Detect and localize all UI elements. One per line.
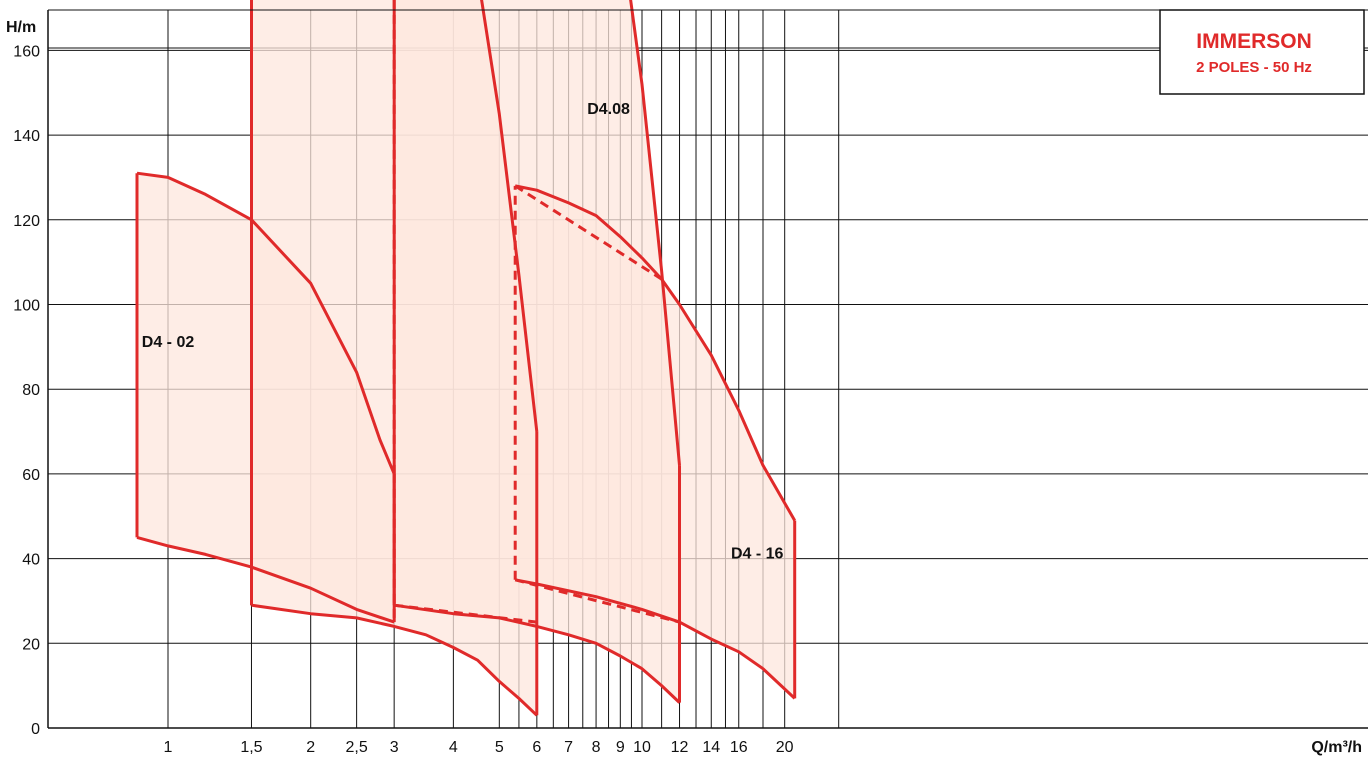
x-tick-label-6: 6 xyxy=(532,739,541,756)
x-tick-label-5: 5 xyxy=(495,739,504,756)
y-tick-label-40: 40 xyxy=(22,552,40,569)
y-tick-label-100: 100 xyxy=(13,298,40,315)
brand-title: IMMERSON xyxy=(1196,30,1312,53)
x-tick-label-8: 8 xyxy=(592,739,601,756)
y-tick-label-160: 160 xyxy=(13,43,40,60)
x-tick-label-2_5: 2,5 xyxy=(345,739,367,756)
series-label-3: D4.08 xyxy=(587,101,630,118)
x-tick-label-3: 3 xyxy=(390,739,399,756)
x-tick-label-9: 9 xyxy=(616,739,625,756)
x-tick-label-4: 4 xyxy=(449,739,458,756)
x-tick-label-14: 14 xyxy=(702,739,720,756)
series-label-1: D4 - 02 xyxy=(142,334,195,351)
x-tick-label-1_5: 1,5 xyxy=(240,739,262,756)
x-axis-title: Q/m³/h xyxy=(1311,739,1362,756)
y-tick-label-20: 20 xyxy=(22,636,40,653)
y-tick-label-80: 80 xyxy=(22,382,40,399)
x-tick-label-12: 12 xyxy=(671,739,689,756)
series-label-4: D4 - 16 xyxy=(731,546,784,563)
y-tick-label-60: 60 xyxy=(22,467,40,484)
y-tick-label-0: 0 xyxy=(31,721,40,738)
x-tick-label-10: 10 xyxy=(633,739,651,756)
brand-box: IMMERSON 2 POLES - 50 Hz xyxy=(1160,10,1364,94)
x-tick-label-2: 2 xyxy=(306,739,315,756)
x-tick-label-20: 20 xyxy=(776,739,794,756)
x-tick-label-16: 16 xyxy=(730,739,748,756)
x-tick-label-7: 7 xyxy=(564,739,573,756)
y-tick-label-120: 120 xyxy=(13,213,40,230)
y-tick-label-140: 140 xyxy=(13,128,40,145)
brand-subtitle: 2 POLES - 50 Hz xyxy=(1196,59,1312,76)
x-tick-label-1: 1 xyxy=(164,739,173,756)
y-axis-title: H/m xyxy=(6,19,36,36)
